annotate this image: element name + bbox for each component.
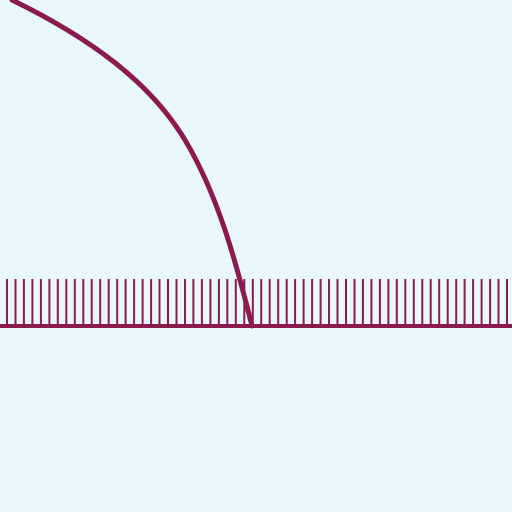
- hatch-marks: [6, 279, 508, 326]
- descending-curve: [9, 0, 255, 329]
